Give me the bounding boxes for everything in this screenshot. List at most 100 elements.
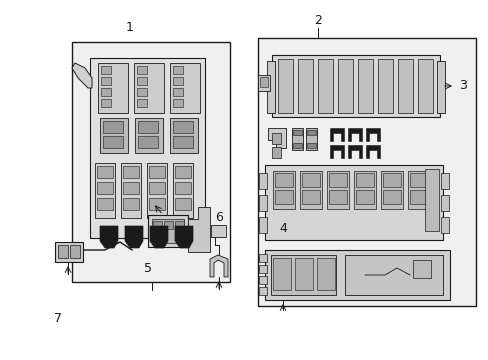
Bar: [173, 88, 183, 96]
Bar: [316, 258, 334, 290]
Bar: [135, 118, 163, 153]
Bar: [210, 225, 225, 237]
Polygon shape: [150, 226, 168, 248]
Polygon shape: [365, 128, 379, 141]
Bar: [353, 171, 375, 209]
Bar: [123, 166, 139, 178]
Bar: [175, 198, 191, 210]
Bar: [70, 245, 80, 258]
Bar: [299, 171, 321, 209]
Text: 5: 5: [143, 261, 152, 274]
Text: 2: 2: [313, 14, 321, 27]
Bar: [317, 59, 332, 113]
Bar: [259, 254, 266, 262]
Bar: [302, 190, 319, 204]
Bar: [264, 165, 442, 240]
Bar: [173, 121, 193, 133]
Bar: [101, 66, 111, 74]
Polygon shape: [72, 63, 92, 88]
Bar: [412, 260, 430, 278]
Bar: [440, 217, 448, 233]
Bar: [278, 59, 292, 113]
Bar: [259, 287, 266, 295]
Bar: [149, 182, 164, 194]
Text: 4: 4: [279, 221, 286, 234]
Bar: [345, 255, 442, 295]
Bar: [357, 59, 372, 113]
Bar: [101, 99, 111, 107]
Bar: [173, 163, 193, 218]
Polygon shape: [365, 145, 379, 158]
Bar: [274, 190, 292, 204]
Bar: [173, 99, 183, 107]
Bar: [149, 166, 164, 178]
Bar: [259, 195, 266, 211]
Bar: [101, 88, 111, 96]
Bar: [436, 61, 444, 113]
Bar: [270, 255, 335, 295]
Bar: [440, 195, 448, 211]
Polygon shape: [125, 226, 142, 248]
Bar: [175, 182, 191, 194]
Bar: [148, 215, 187, 247]
Polygon shape: [329, 128, 343, 141]
Bar: [98, 63, 128, 113]
Bar: [95, 163, 115, 218]
Bar: [306, 130, 315, 135]
Bar: [440, 173, 448, 189]
Bar: [326, 171, 348, 209]
Bar: [259, 265, 266, 273]
Bar: [58, 245, 68, 258]
Bar: [382, 190, 400, 204]
Bar: [328, 190, 346, 204]
Bar: [147, 163, 167, 218]
Bar: [424, 169, 438, 231]
Bar: [355, 190, 373, 204]
Bar: [409, 173, 427, 187]
Bar: [97, 198, 113, 210]
Bar: [355, 173, 373, 187]
Bar: [302, 173, 319, 187]
Bar: [55, 242, 83, 262]
Bar: [121, 163, 141, 218]
Bar: [272, 258, 290, 290]
Bar: [137, 66, 147, 74]
Bar: [138, 121, 158, 133]
Bar: [259, 217, 266, 233]
Bar: [97, 166, 113, 178]
Bar: [377, 59, 392, 113]
Bar: [134, 63, 163, 113]
Bar: [260, 77, 267, 87]
Bar: [153, 221, 162, 229]
Bar: [264, 250, 449, 300]
Bar: [163, 221, 173, 229]
Bar: [266, 61, 274, 113]
Bar: [152, 219, 183, 243]
Bar: [258, 75, 269, 91]
Bar: [90, 58, 204, 238]
Polygon shape: [267, 128, 285, 148]
Bar: [170, 63, 200, 113]
Polygon shape: [347, 128, 361, 141]
Bar: [170, 118, 198, 153]
Bar: [175, 221, 183, 229]
Bar: [137, 99, 147, 107]
Polygon shape: [100, 226, 118, 248]
Polygon shape: [347, 145, 361, 158]
Bar: [259, 173, 266, 189]
Text: 6: 6: [215, 211, 223, 224]
Bar: [259, 276, 266, 284]
Bar: [297, 59, 312, 113]
Bar: [123, 182, 139, 194]
Text: 1: 1: [126, 21, 134, 33]
Bar: [292, 143, 302, 148]
Polygon shape: [187, 207, 209, 252]
Bar: [100, 118, 128, 153]
Bar: [271, 55, 439, 117]
Bar: [173, 136, 193, 148]
Bar: [407, 171, 429, 209]
Bar: [291, 128, 303, 150]
Bar: [101, 77, 111, 85]
Bar: [175, 166, 191, 178]
Bar: [97, 182, 113, 194]
